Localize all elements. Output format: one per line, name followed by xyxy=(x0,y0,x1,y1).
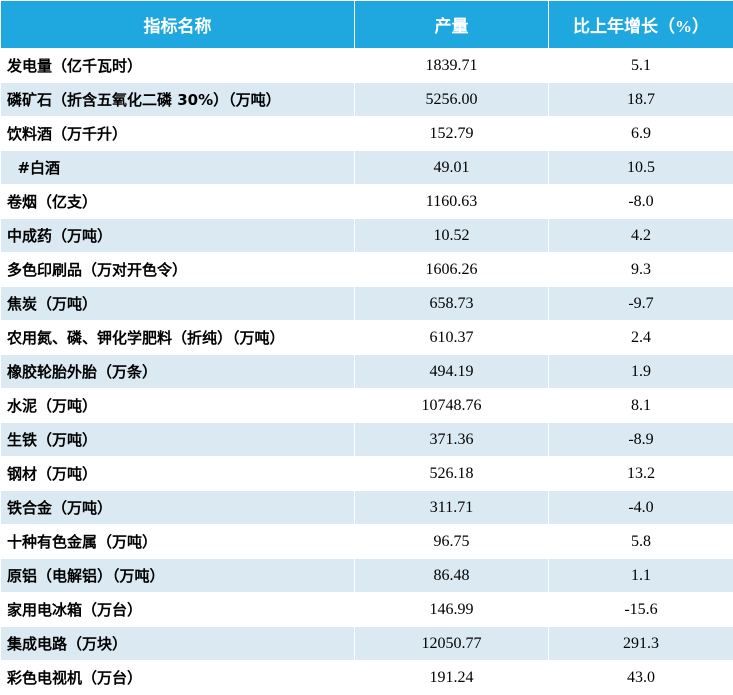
growth-cell: 43.0 xyxy=(549,661,733,695)
indicator-name-cell: 中成药（万吨） xyxy=(1,219,355,253)
output-cell: 311.71 xyxy=(355,491,549,525)
output-cell: 146.99 xyxy=(355,593,549,627)
output-cell: 49.01 xyxy=(355,151,549,185)
output-cell: 610.37 xyxy=(355,321,549,355)
output-cell: 1839.71 xyxy=(355,49,549,83)
column-header-name: 指标名称 xyxy=(1,1,355,49)
growth-cell: -4.0 xyxy=(549,491,733,525)
output-cell: 10748.76 xyxy=(355,389,549,423)
table-row: 家用电冰箱（万台）146.99-15.6 xyxy=(1,593,733,627)
growth-cell: 291.3 xyxy=(549,627,733,661)
indicator-name-cell: 焦炭（万吨） xyxy=(1,287,355,321)
growth-cell: 6.9 xyxy=(549,117,733,151)
indicator-name-cell: 集成电路（万块） xyxy=(1,627,355,661)
indicator-name-cell: 卷烟（亿支） xyxy=(1,185,355,219)
output-cell: 96.75 xyxy=(355,525,549,559)
indicator-name-cell: 磷矿石（折含五氧化二磷 30%）（万吨） xyxy=(1,83,355,117)
growth-cell: 2.4 xyxy=(549,321,733,355)
column-header-growth: 比上年增长（%） xyxy=(549,1,733,49)
growth-cell: 8.1 xyxy=(549,389,733,423)
growth-cell: 1.1 xyxy=(549,559,733,593)
indicator-name-cell: 橡胶轮胎外胎（万条） xyxy=(1,355,355,389)
output-cell: 10.52 xyxy=(355,219,549,253)
output-cell: 5256.00 xyxy=(355,83,549,117)
growth-cell: 9.3 xyxy=(549,253,733,287)
output-cell: 191.24 xyxy=(355,661,549,695)
indicator-name-cell: 生铁（万吨） xyxy=(1,423,355,457)
growth-cell: -15.6 xyxy=(549,593,733,627)
indicator-name-cell: 饮料酒（万千升） xyxy=(1,117,355,151)
indicator-name-cell: 家用电冰箱（万台） xyxy=(1,593,355,627)
indicator-name-cell: 钢材（万吨） xyxy=(1,457,355,491)
output-cell: 494.19 xyxy=(355,355,549,389)
output-cell: 658.73 xyxy=(355,287,549,321)
indicator-name-cell: 彩色电视机（万台） xyxy=(1,661,355,695)
indicator-name-cell: 十种有色金属（万吨） xyxy=(1,525,355,559)
output-cell: 1160.63 xyxy=(355,185,549,219)
output-cell: 86.48 xyxy=(355,559,549,593)
table-row: 生铁（万吨）371.36-8.9 xyxy=(1,423,733,457)
growth-cell: -8.0 xyxy=(549,185,733,219)
output-cell: 526.18 xyxy=(355,457,549,491)
growth-cell: 13.2 xyxy=(549,457,733,491)
growth-cell: 5.1 xyxy=(549,49,733,83)
growth-cell: -8.9 xyxy=(549,423,733,457)
indicator-name-cell: #白酒 xyxy=(1,151,355,185)
output-cell: 152.79 xyxy=(355,117,549,151)
growth-cell: 1.9 xyxy=(549,355,733,389)
table-row: 铁合金（万吨）311.71-4.0 xyxy=(1,491,733,525)
growth-cell: 10.5 xyxy=(549,151,733,185)
growth-cell: -9.7 xyxy=(549,287,733,321)
growth-cell: 18.7 xyxy=(549,83,733,117)
table-row: 焦炭（万吨）658.73-9.7 xyxy=(1,287,733,321)
table-row: 卷烟（亿支）1160.63-8.0 xyxy=(1,185,733,219)
output-cell: 12050.77 xyxy=(355,627,549,661)
indicator-name-cell: 发电量（亿千瓦时） xyxy=(1,49,355,83)
indicator-name-cell: 水泥（万吨） xyxy=(1,389,355,423)
column-header-output: 产量 xyxy=(355,1,549,49)
growth-cell: 4.2 xyxy=(549,219,733,253)
indicator-name-cell: 铁合金（万吨） xyxy=(1,491,355,525)
indicator-name-cell: 农用氮、磷、钾化学肥料（折纯）（万吨） xyxy=(1,321,355,355)
output-cell: 1606.26 xyxy=(355,253,549,287)
growth-cell: 5.8 xyxy=(549,525,733,559)
table-header-row: 指标名称 产量 比上年增长（%） xyxy=(1,1,733,49)
indicator-name-cell: 多色印刷品（万对开色令） xyxy=(1,253,355,287)
indicator-name-cell: 原铝（电解铝）（万吨） xyxy=(1,559,355,593)
output-cell: 371.36 xyxy=(355,423,549,457)
